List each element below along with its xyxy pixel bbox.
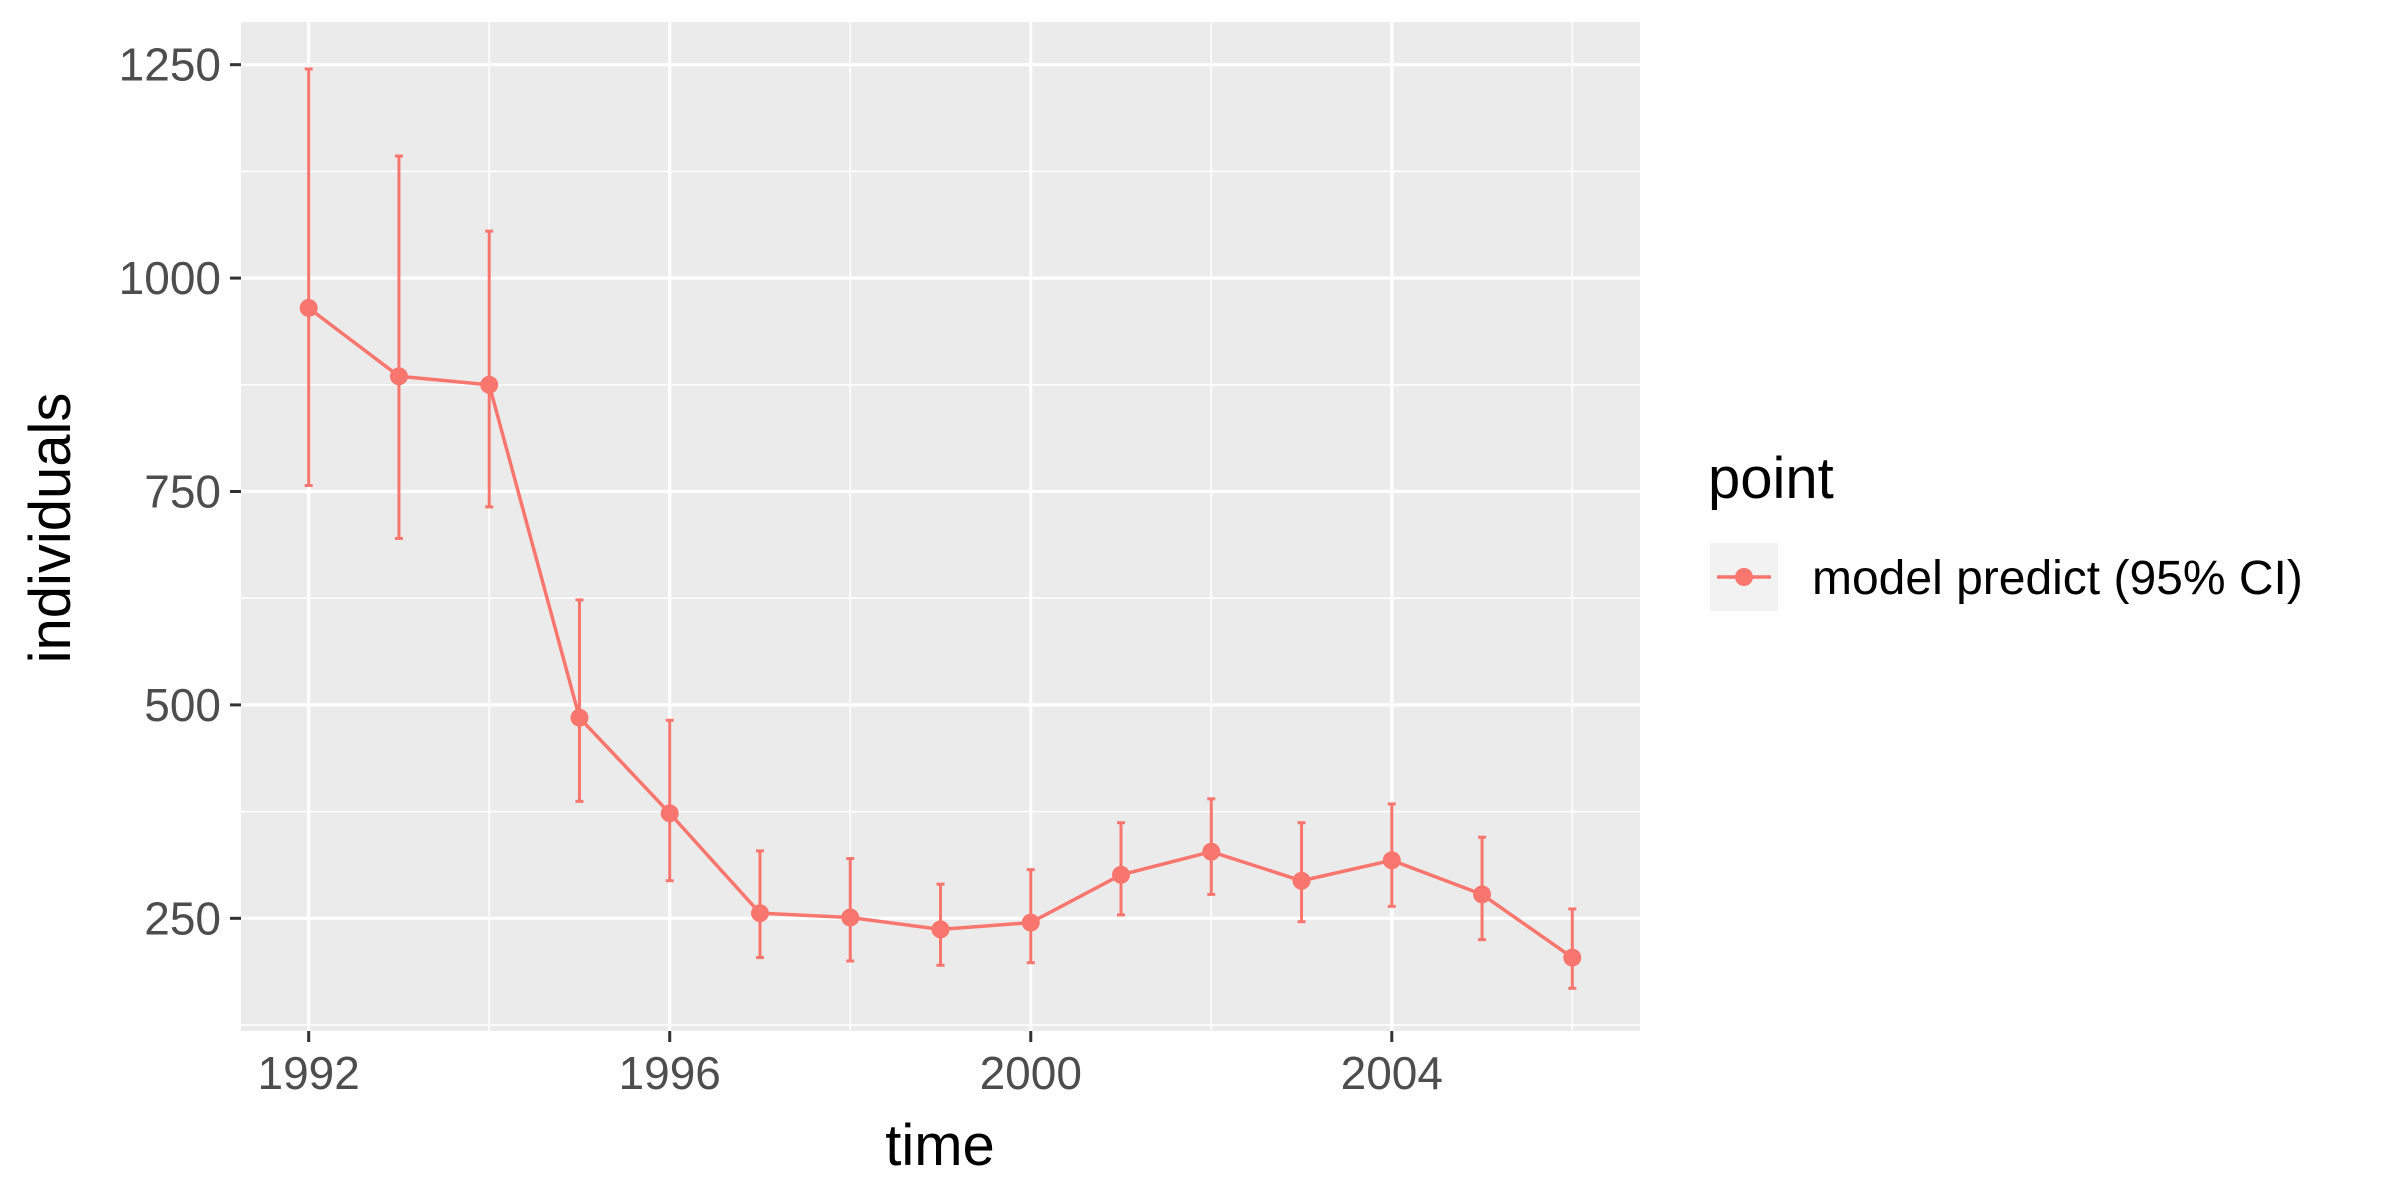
legend-label: model predict (95% CI): [1812, 552, 2303, 605]
data-point: [1382, 851, 1401, 870]
plot-panel: [241, 22, 1640, 1031]
x-tick-label: 2000: [980, 1047, 1082, 1099]
data-point: [480, 375, 499, 394]
y-tick-labels: 250 500 750 1000 1250: [119, 39, 221, 945]
data-point: [660, 804, 679, 823]
legend-title: point: [1708, 446, 1834, 511]
legend: point model predict (95% CI): [1708, 446, 2303, 611]
x-axis-title: time: [885, 1113, 995, 1178]
grid-minor: [241, 22, 1640, 1031]
legend-key-dot: [1735, 568, 1753, 586]
y-tick-label: 250: [144, 892, 221, 944]
y-axis-title: individuals: [18, 393, 83, 664]
data-point: [1112, 865, 1131, 884]
data-point: [1473, 885, 1492, 904]
data-point: [750, 904, 769, 923]
x-tick-label: 1996: [619, 1047, 721, 1099]
y-tick-label: 500: [144, 679, 221, 731]
x-tick-label: 2004: [1341, 1047, 1443, 1099]
data-point: [570, 708, 589, 727]
data-point: [841, 908, 860, 927]
y-tick-label: 750: [144, 466, 221, 518]
axis-ticks: [230, 63, 1394, 1042]
data-points: [299, 298, 1582, 967]
data-point: [299, 298, 318, 317]
data-point: [1292, 871, 1311, 890]
error-bars: [304, 67, 1577, 990]
data-point: [1563, 948, 1582, 967]
data-point: [1021, 913, 1040, 932]
y-tick-label: 1250: [119, 39, 221, 91]
y-tick-label: 1000: [119, 252, 221, 304]
x-tick-label: 1992: [258, 1047, 360, 1099]
data-point: [1202, 842, 1221, 861]
data-point: [931, 920, 950, 939]
data-point: [389, 367, 408, 386]
x-tick-labels: 1992 1996 2000 2004: [258, 1047, 1443, 1099]
